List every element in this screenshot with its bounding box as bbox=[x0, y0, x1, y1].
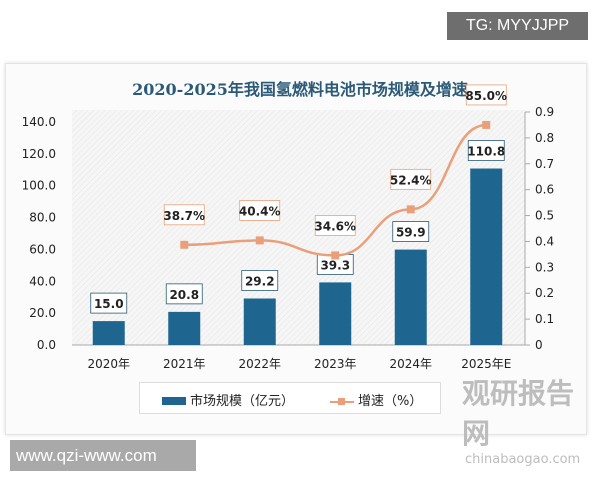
line-label: 34.6% bbox=[314, 219, 356, 233]
line-label-box bbox=[239, 200, 281, 221]
left-tick-label: 80.0 bbox=[29, 211, 56, 225]
right-tick-label: 0.8 bbox=[535, 131, 554, 145]
legend-bar-label: 市场规模（亿元） bbox=[190, 394, 295, 409]
right-tick-label: 0.5 bbox=[535, 209, 554, 223]
line-point bbox=[482, 120, 491, 129]
bar-label-box bbox=[165, 283, 203, 305]
line-label: 52.4% bbox=[390, 173, 432, 187]
right-tick-label: 0 bbox=[535, 338, 543, 352]
right-tick-label: 0.9 bbox=[535, 105, 554, 119]
line-label: 85.0% bbox=[465, 89, 507, 103]
bar-label-box bbox=[467, 140, 505, 161]
left-tick-label: 20.0 bbox=[29, 306, 56, 320]
bar bbox=[168, 311, 201, 345]
left-tick-label: 140.0 bbox=[22, 115, 56, 129]
bar bbox=[470, 168, 503, 345]
bar-swatch-icon bbox=[162, 397, 186, 405]
x-tick-label: 2024年 bbox=[389, 357, 432, 371]
line-label-box bbox=[465, 84, 507, 106]
right-tick-label: 0.2 bbox=[535, 286, 554, 300]
bar-label: 39.3 bbox=[320, 258, 350, 272]
x-tick-label: 2021年 bbox=[163, 357, 206, 371]
right-tick-label: 0.7 bbox=[535, 157, 554, 171]
bar-label: 59.9 bbox=[396, 226, 426, 240]
left-tick-label: 100.0 bbox=[22, 179, 56, 193]
bar bbox=[319, 282, 352, 345]
line-swatch-icon bbox=[330, 397, 354, 405]
line-label-box bbox=[163, 204, 205, 226]
legend-bar: 市场规模（亿元） bbox=[162, 390, 294, 409]
bar-label-box bbox=[90, 292, 128, 314]
line-label: 38.7% bbox=[163, 209, 205, 223]
left-tick-label: 40.0 bbox=[29, 274, 56, 288]
legend-line-label: 增速（%） bbox=[358, 394, 423, 409]
bar-label-box bbox=[392, 221, 430, 242]
line-label: 40.4% bbox=[239, 204, 281, 218]
bar-label-box bbox=[241, 270, 279, 291]
legend: 市场规模（亿元） 增速（%） bbox=[139, 382, 441, 414]
watermark-top: TG: MYYJJPP bbox=[447, 12, 588, 40]
right-tick-label: 0.6 bbox=[535, 183, 554, 197]
bar-label: 15.0 bbox=[94, 297, 124, 311]
line-point bbox=[180, 240, 189, 249]
bar bbox=[394, 249, 427, 345]
logo-name: 观研报告网 bbox=[462, 377, 575, 450]
line-point bbox=[406, 205, 415, 214]
x-tick-label: 2023年 bbox=[314, 357, 357, 371]
line-point bbox=[255, 236, 264, 245]
line-label-box bbox=[314, 215, 356, 236]
bar bbox=[243, 298, 276, 345]
x-tick-label: 2020年 bbox=[87, 357, 130, 371]
right-tick-label: 0.3 bbox=[535, 260, 554, 274]
left-tick-label: 120.0 bbox=[22, 147, 56, 161]
bar-label: 110.8 bbox=[467, 145, 505, 159]
left-tick-label: 0.0 bbox=[37, 338, 56, 352]
chart-title: 2020-2025年我国氢燃料电池市场规模及增速 bbox=[132, 80, 468, 99]
x-tick-label: 2025年E bbox=[461, 357, 511, 371]
right-tick-label: 0.4 bbox=[535, 234, 554, 248]
watermark-bottom: www.qzi-www.com bbox=[10, 440, 196, 471]
bar bbox=[92, 321, 125, 345]
x-tick-label: 2022年 bbox=[238, 357, 281, 371]
line-point bbox=[331, 251, 340, 260]
plot-area bbox=[72, 110, 525, 345]
legend-line: 增速（%） bbox=[330, 390, 422, 409]
left-tick-label: 60.0 bbox=[29, 242, 56, 256]
logo-watermark: 观研报告网 chinabaogao.com bbox=[420, 372, 600, 467]
line-label-box bbox=[390, 168, 432, 190]
bar-label: 29.2 bbox=[245, 274, 275, 288]
right-tick-label: 0.1 bbox=[535, 312, 554, 326]
bar-label: 20.8 bbox=[169, 288, 199, 302]
growth-line bbox=[184, 123, 487, 257]
logo-url: chinabaogao.com bbox=[465, 452, 581, 467]
